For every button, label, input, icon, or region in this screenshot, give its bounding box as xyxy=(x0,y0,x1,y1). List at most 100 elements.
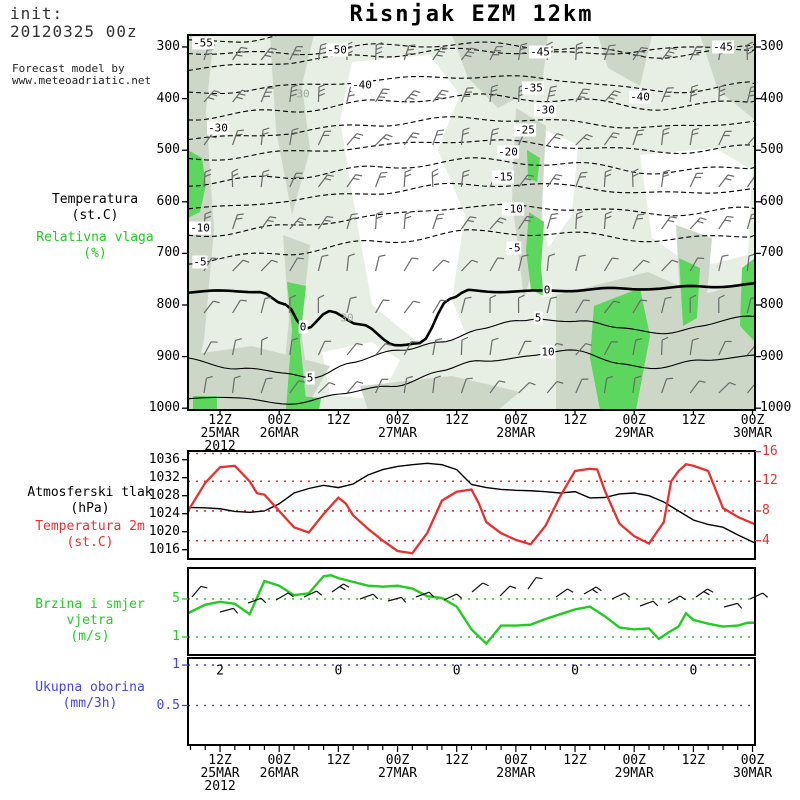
pressure-panel-label: Atmosferski tlak (hPa) xyxy=(10,485,170,517)
p2-tick-left: 1028 xyxy=(148,487,180,503)
pressure-tick-left: 1000 xyxy=(148,400,180,416)
time-tick-top-row1: 12Z xyxy=(563,413,587,428)
init-label: init: xyxy=(10,4,64,23)
contour-label: -10 xyxy=(189,221,211,235)
contour-label: -55 xyxy=(192,36,214,50)
contour-label: 5 xyxy=(533,311,543,325)
temp2m-label-line1: Temperatura 2m xyxy=(35,519,145,534)
time-tick-bottom-row1: 12Z xyxy=(444,753,469,768)
contour-label: -40 xyxy=(629,90,651,104)
time-tick-top-row2: 29MAR xyxy=(614,426,654,441)
time-tick-bottom-row2: 28MAR xyxy=(496,766,536,781)
rh-contour-label: 30 xyxy=(340,311,354,325)
time-tick-bottom-row1: 00Z xyxy=(740,753,765,768)
pressure-tick-left: 300 xyxy=(156,39,180,54)
time-tick-bottom-row1: 00Z xyxy=(504,753,528,768)
time-tick-bottom-row2: 30MAR xyxy=(732,766,773,781)
temp2m-panel-label: Temperatura 2m (st.C) xyxy=(10,519,170,551)
contour-label: -5 xyxy=(506,241,522,255)
credit-line-2: www.meteoadriatic.net xyxy=(12,74,152,87)
contour-label: 0 xyxy=(298,320,308,334)
time-tick-bottom-row2: 27MAR xyxy=(377,766,418,781)
p4-tick-left: 1 xyxy=(172,657,180,672)
pressure-tick-right: 700 xyxy=(760,245,784,261)
contour-label: -10 xyxy=(502,202,524,216)
precip-total-value: 0 xyxy=(334,663,343,679)
time-tick-bottom-row1: 00Z xyxy=(622,753,646,768)
cross-section-axes xyxy=(182,34,761,415)
time-tick-top-row1: 12Z xyxy=(326,413,351,428)
p2-tick-right: 4 xyxy=(762,532,770,548)
pressure-label-line1: Atmosferski tlak xyxy=(27,485,153,500)
pressure-tick-left: 800 xyxy=(156,297,180,312)
time-tick-bottom-row3: 2012 xyxy=(204,779,236,794)
p2-tick-right: 12 xyxy=(762,473,778,489)
rh-contour-label: 30 xyxy=(296,87,310,101)
time-tick-top-row1: 00Z xyxy=(385,413,410,428)
time-tick-bottom-row1: 12Z xyxy=(563,753,587,768)
p2-tick-left: 1032 xyxy=(148,469,180,485)
wind-label-line2: vjetra xyxy=(66,613,114,628)
pressure-tick-left: 400 xyxy=(156,90,180,106)
wind-panel xyxy=(182,567,769,656)
time-tick-top-row3: 2012 xyxy=(204,439,236,454)
cross-temp-label: Temperatura (st.C) xyxy=(20,192,170,224)
time-tick-bottom-row2: 29MAR xyxy=(614,766,654,781)
pressure-tick-right: 500 xyxy=(760,142,784,158)
wind-label-line1: Brzina i smjer xyxy=(35,597,145,612)
precip-panel xyxy=(182,657,756,746)
pressure-tick-right: 900 xyxy=(760,348,784,364)
contour-label: 5 xyxy=(305,371,315,385)
pressure-tick-right: 600 xyxy=(760,193,784,209)
pressure-tick-right: 1000 xyxy=(760,400,792,416)
wind-label-line3: (m/s) xyxy=(70,629,110,644)
bottom-time-axis xyxy=(189,745,754,752)
time-tick-top-row1: 00Z xyxy=(740,413,765,428)
pressure-tick-right: 400 xyxy=(760,90,784,106)
precip-total-value: 0 xyxy=(452,663,461,679)
p2-tick-right: 16 xyxy=(762,443,778,459)
contour-label: -15 xyxy=(492,170,514,184)
time-tick-bottom-row1: 12Z xyxy=(208,753,232,768)
time-tick-bottom-row2: 26MAR xyxy=(259,766,299,781)
time-tick-bottom-row1: 00Z xyxy=(267,753,291,768)
time-tick-top-row1: 00Z xyxy=(622,413,646,428)
cross-rh-label-line1: Relativna vlaga xyxy=(36,230,154,245)
p2-tick-left: 1024 xyxy=(148,505,180,521)
wind-panel-label: Brzina i smjer vjetra (m/s) xyxy=(10,597,170,645)
time-tick-top-row2: 28MAR xyxy=(496,426,536,441)
credit-line-1: Forecast model by xyxy=(12,62,125,75)
contour-label: 0 xyxy=(542,283,552,297)
p2-tick-right: 8 xyxy=(762,502,770,518)
cross-temp-label-line2: (st.C) xyxy=(71,208,119,223)
time-tick-bottom-row1: 12Z xyxy=(326,753,351,768)
contour-label: -50 xyxy=(326,43,348,57)
time-tick-top-row2: 26MAR xyxy=(259,426,299,441)
cross-rh-label: Relativna vlaga (%) xyxy=(20,230,170,262)
pressure-tick-left: 900 xyxy=(156,348,180,364)
precip-total-value: 2 xyxy=(216,663,224,679)
contour-label: -45 xyxy=(712,40,734,54)
time-tick-top-row1: 00Z xyxy=(267,413,291,428)
precip-total-value: 0 xyxy=(689,663,698,679)
cross-rh-label-line2: (%) xyxy=(83,246,107,261)
pressure-label-line2: (hPa) xyxy=(70,501,110,516)
p3-tick-left: 1 xyxy=(172,629,180,644)
pressure-tick-right: 800 xyxy=(760,297,784,312)
time-tick-top-row1: 12Z xyxy=(208,413,232,428)
time-tick-top-row2: 25MAR xyxy=(200,426,240,441)
contour-label: 10 xyxy=(540,345,556,359)
precip-panel-label: Ukupna oborina (mm/3h) xyxy=(10,680,170,712)
time-tick-top-row2: 27MAR xyxy=(377,426,418,441)
cross-temp-label-line1: Temperatura xyxy=(51,192,139,207)
p2-tick-left: 1036 xyxy=(148,451,180,467)
contour-label: -45 xyxy=(529,45,551,59)
contour-label: -25 xyxy=(514,123,536,137)
time-tick-top-row1: 00Z xyxy=(504,413,528,428)
time-tick-top-row1: 12Z xyxy=(681,413,706,428)
time-tick-top-row2: 30MAR xyxy=(732,426,773,441)
pressure-tick-left: 500 xyxy=(156,142,180,158)
contour-label: -35 xyxy=(522,81,544,95)
